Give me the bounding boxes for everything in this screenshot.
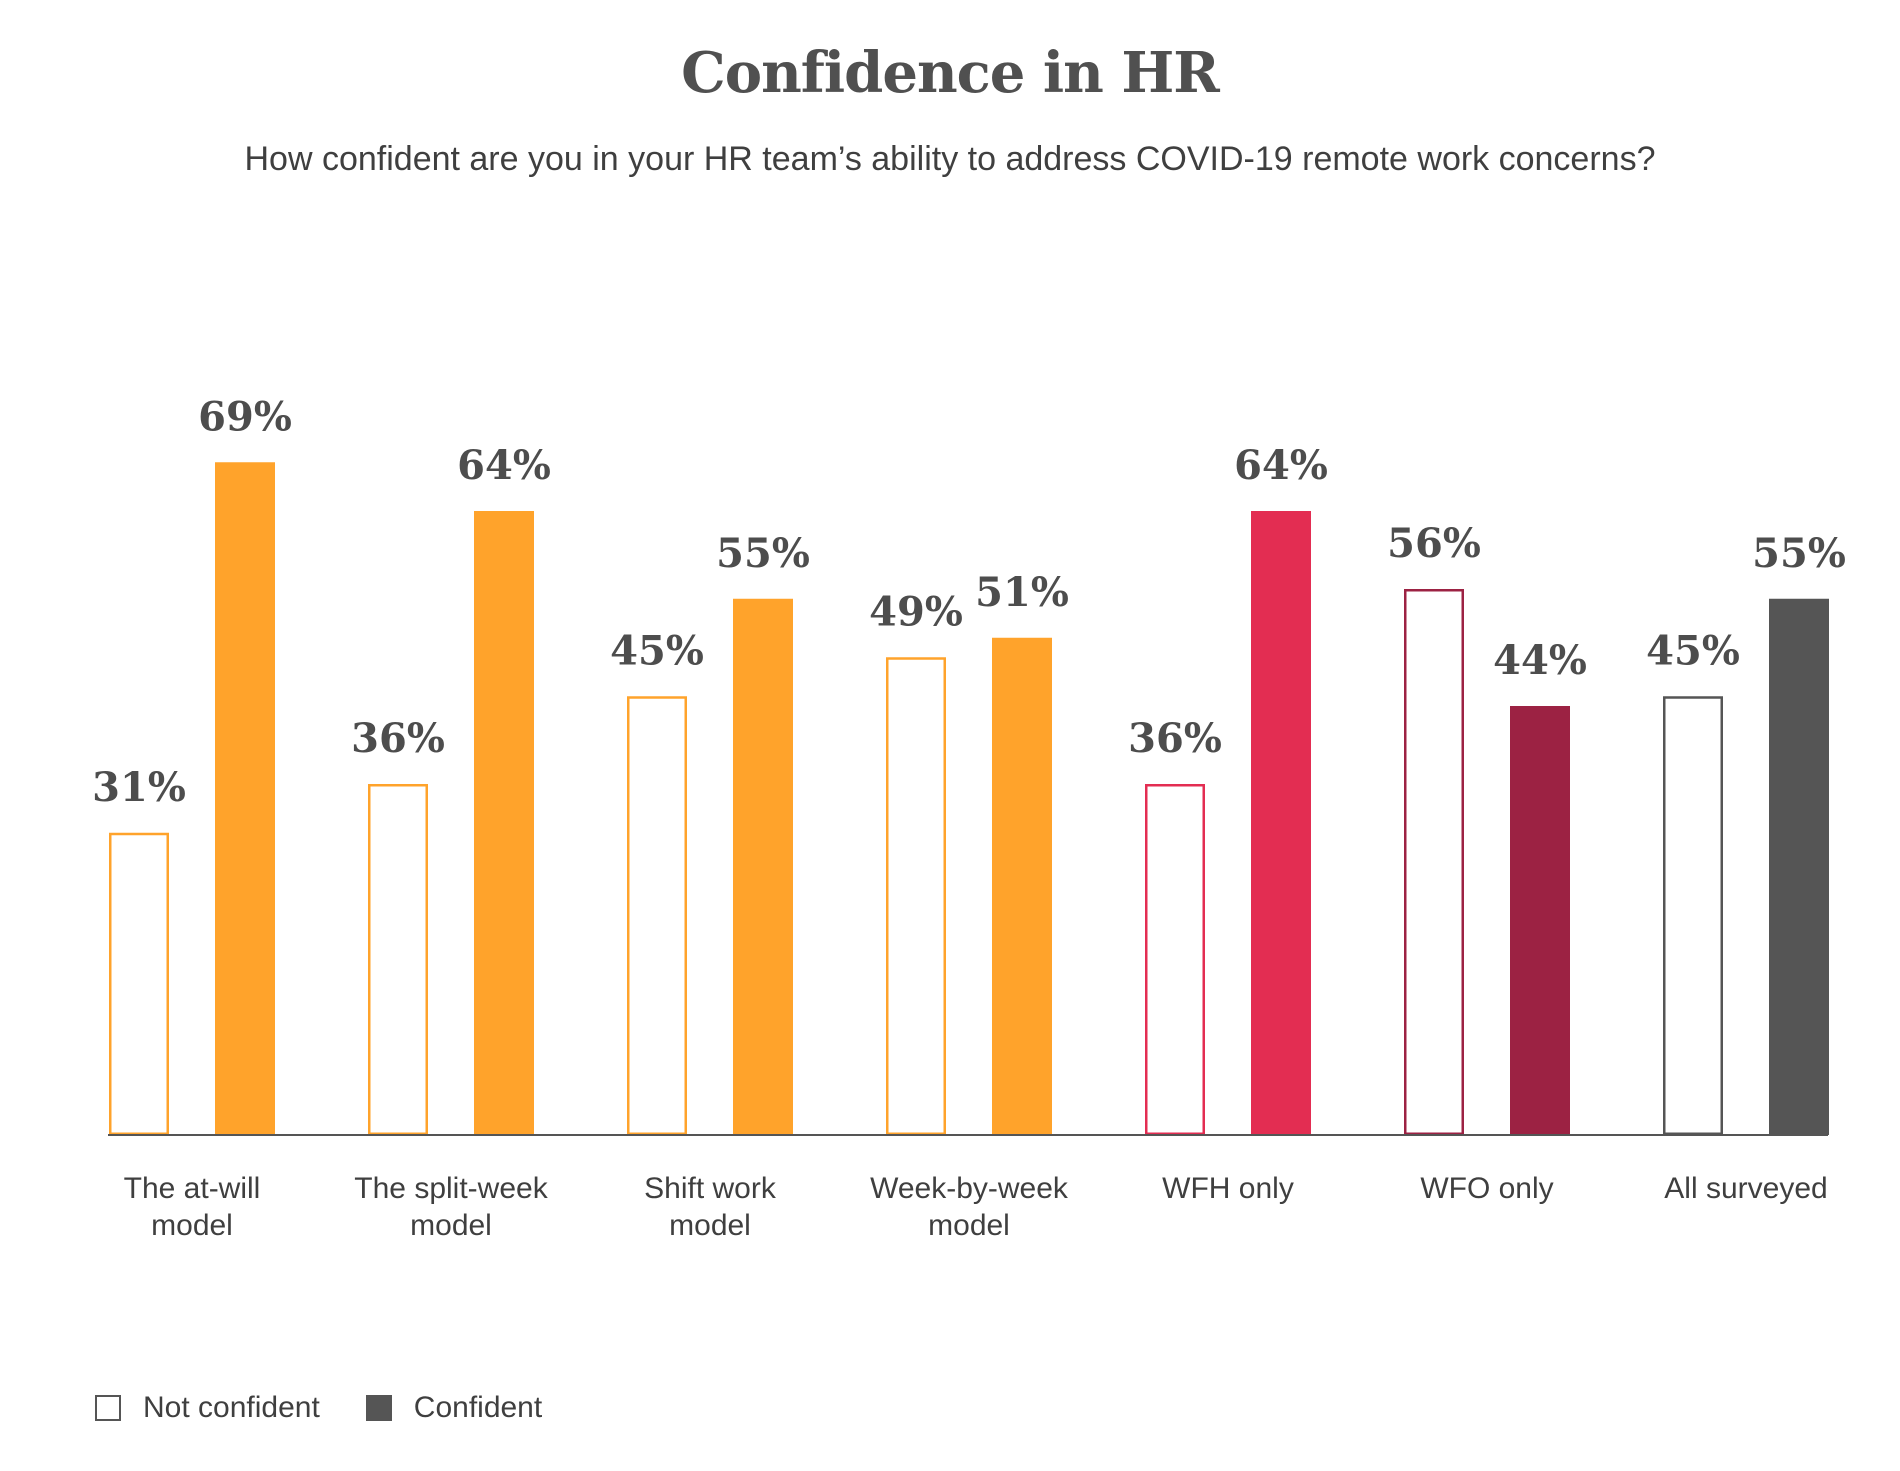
bar-not-confident bbox=[886, 657, 946, 1135]
legend-item-confident: Confident bbox=[365, 1391, 543, 1425]
category-label-line: model bbox=[669, 1209, 751, 1242]
category-label: The at-will model bbox=[124, 1172, 261, 1242]
category-label-line: The at-will bbox=[124, 1172, 261, 1205]
bar-not-confident bbox=[1663, 696, 1723, 1135]
category-label-line: All surveyed bbox=[1664, 1172, 1827, 1205]
bar-not-confident bbox=[1404, 589, 1464, 1135]
chart-title: Confidence in HR bbox=[681, 40, 1220, 106]
bar-confident bbox=[1769, 598, 1829, 1135]
data-label: 45% bbox=[1646, 627, 1740, 674]
data-label: 49% bbox=[869, 588, 963, 635]
legend-item-not-confident: Not confident bbox=[95, 1391, 320, 1425]
legend-swatch-outline bbox=[95, 1395, 121, 1421]
bar-not-confident bbox=[368, 784, 428, 1135]
bar-confident bbox=[733, 598, 793, 1135]
bar-not-confident bbox=[1145, 784, 1205, 1135]
data-label: 55% bbox=[1752, 530, 1846, 577]
data-label: 64% bbox=[457, 442, 551, 489]
legend-label-not-confident: Not confident bbox=[143, 1391, 320, 1424]
data-label: 56% bbox=[1387, 520, 1481, 567]
bar-confident bbox=[1251, 511, 1311, 1135]
category-label: Shift work model bbox=[644, 1172, 777, 1242]
category-label-line: Week-by-week bbox=[870, 1172, 1069, 1205]
data-label: 69% bbox=[198, 393, 292, 440]
legend-swatch-filled bbox=[365, 1395, 392, 1421]
category-label: All surveyed bbox=[1664, 1172, 1827, 1205]
category-label-line: model bbox=[410, 1209, 492, 1242]
bar-not-confident bbox=[627, 696, 687, 1135]
category-label-line: WFH only bbox=[1162, 1172, 1294, 1205]
bar-not-confident bbox=[109, 832, 169, 1135]
bar-confident bbox=[992, 637, 1052, 1135]
legend: Not confident Confident bbox=[95, 1391, 588, 1425]
data-label: 64% bbox=[1234, 442, 1328, 489]
category-label: The split-week model bbox=[354, 1172, 548, 1242]
category-label-line: model bbox=[928, 1209, 1010, 1242]
data-label: 45% bbox=[610, 627, 704, 674]
category-label: Week-by-week model bbox=[870, 1172, 1069, 1242]
data-label: 36% bbox=[351, 715, 445, 762]
category-label: WFO only bbox=[1420, 1172, 1553, 1205]
category-label-line: Shift work bbox=[644, 1172, 777, 1205]
category-label-line: WFO only bbox=[1420, 1172, 1553, 1205]
data-label: 51% bbox=[975, 569, 1069, 616]
category-label-line: model bbox=[151, 1209, 233, 1242]
legend-label-confident: Confident bbox=[413, 1391, 543, 1424]
bar-confident bbox=[474, 511, 534, 1135]
data-label: 55% bbox=[716, 530, 810, 577]
bar-confident bbox=[215, 462, 275, 1135]
data-label: 44% bbox=[1493, 637, 1587, 684]
data-label: 31% bbox=[92, 764, 186, 811]
data-label: 36% bbox=[1128, 715, 1222, 762]
category-label: WFH only bbox=[1162, 1172, 1294, 1205]
chart-subtitle: How confident are you in your HR team’s … bbox=[244, 140, 1656, 178]
bar-confident bbox=[1510, 706, 1570, 1135]
category-label-line: The split-week bbox=[354, 1172, 548, 1205]
